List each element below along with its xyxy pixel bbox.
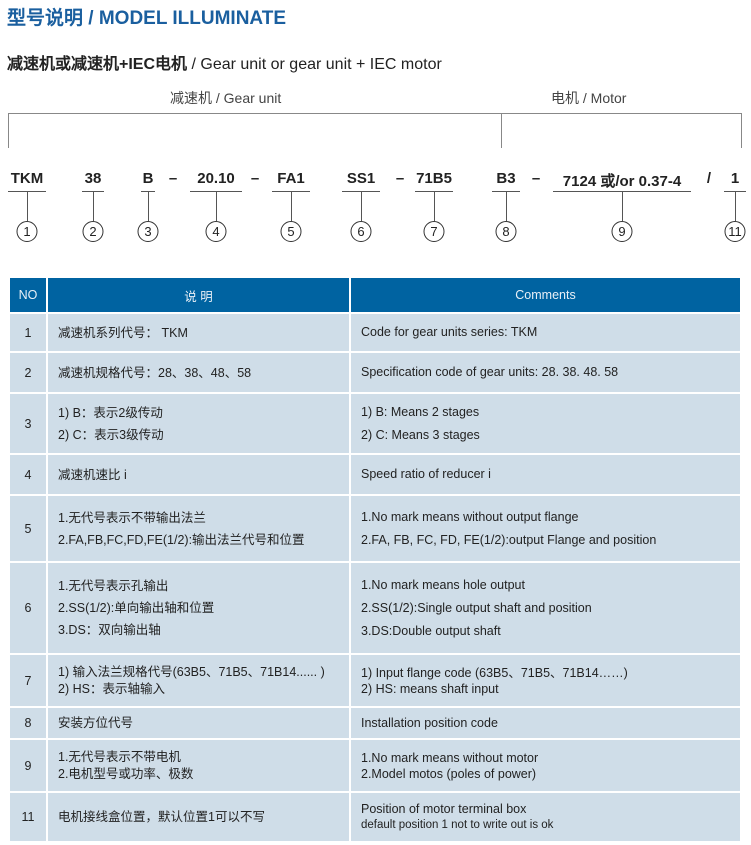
description-cn: 减速机速比 i xyxy=(46,453,351,496)
table-row: 11 电机接线盒位置，默认位置1可以不写 Position of motor ter… xyxy=(8,791,742,843)
page-title: 型号说明 / MODEL ILLUMINATE xyxy=(7,8,287,29)
comment-en: 1) Input flange code (63B5、71B5、71B14……)… xyxy=(349,653,742,708)
group-motor-label: 电机 / Motor xyxy=(551,90,627,106)
leader-line xyxy=(622,191,623,221)
table-row: 9 1.无代号表示不带电机 2.电机型号或功率、极数 1.No mark means … xyxy=(8,738,742,793)
circled-number: 7 xyxy=(423,221,445,242)
leader-line xyxy=(735,191,736,221)
code-segment: TKM xyxy=(10,170,44,187)
description-cn: 1) 输入法兰规格代号(63B5、71B5、71B14...... ) 2) HS… xyxy=(46,653,351,708)
comment-en: 1.No mark means without motor 2.Model mot… xyxy=(349,738,742,793)
description-cn: 1) B：表示2级传动 2) C：表示3级传动 xyxy=(46,392,351,455)
circled-number: 3 xyxy=(137,221,159,242)
comment-en: 1.No mark means hole output 2.SS(1/2):Sin… xyxy=(349,561,742,655)
bracket-line xyxy=(741,113,742,148)
subtitle: 减速机或减速机+IEC电机 / Gear unit or gear unit +… xyxy=(7,50,442,74)
table-row: 1 减速机系列代号： TKM Code for gear units series:… xyxy=(8,312,742,353)
comment-en: Code for gear units series: TKM xyxy=(349,312,742,353)
row-number: 1 xyxy=(8,312,48,353)
table-row: 8 安装方位代号 Installation position code xyxy=(8,706,742,740)
row-number: 5 xyxy=(8,494,48,563)
separator: – xyxy=(250,170,260,187)
comment-en: Position of motor terminal box default po… xyxy=(349,791,742,843)
code-segment: 7124 或/or 0.37-4 xyxy=(562,173,682,190)
description-cn: 1.无代号表示孔输出 2.SS(1/2):单向输出轴和位置 3.DS：双向输出轴 xyxy=(46,561,351,655)
code-segment: 38 xyxy=(84,170,102,187)
table-row: 6 1.无代号表示孔输出 2.SS(1/2):单向输出轴和位置 3.DS：双向输出轴 1… xyxy=(8,561,742,655)
circled-number: 4 xyxy=(205,221,227,242)
row-number: 7 xyxy=(8,653,48,708)
code-segment: 1 xyxy=(730,170,740,187)
description-cn: 电机接线盒位置，默认位置1可以不写 xyxy=(46,791,351,843)
leader-line xyxy=(291,191,292,221)
leader-line xyxy=(148,191,149,221)
separator: – xyxy=(531,170,541,187)
leader-line xyxy=(506,191,507,221)
code-segment: 20.10 xyxy=(197,170,235,187)
header-no: NO xyxy=(8,276,48,314)
bracket-line xyxy=(8,113,741,114)
description-cn: 安装方位代号 xyxy=(46,706,351,740)
row-number: 8 xyxy=(8,706,48,740)
row-number: 3 xyxy=(8,392,48,455)
group-gear-label: 减速机 / Gear unit xyxy=(170,90,282,106)
subtitle-cn: 减速机或减速机+IEC电机 xyxy=(7,56,188,73)
model-table: NO 说 明 Comments 1 减速机系列代号： TKM Code for ge… xyxy=(8,276,742,843)
table-row: 3 1) B：表示2级传动 2) C：表示3级传动 1) B: Means 2 sta… xyxy=(8,392,742,455)
description-cn: 1.无代号表示不带电机 2.电机型号或功率、极数 xyxy=(46,738,351,793)
code-segment: B xyxy=(142,170,154,187)
separator: – xyxy=(395,170,405,187)
header-description: 说 明 xyxy=(46,276,351,314)
leader-line xyxy=(361,191,362,221)
table-row: 2 减速机规格代号：28、38、48、58 Specification code o… xyxy=(8,351,742,394)
row-number: 9 xyxy=(8,738,48,793)
leader-line xyxy=(93,191,94,221)
comment-en: Specification code of gear units: 28. 38… xyxy=(349,351,742,394)
header-comments: Comments xyxy=(349,276,742,314)
table-row: 7 1) 输入法兰规格代号(63B5、71B5、71B14...... ) 2) H… xyxy=(8,653,742,708)
circled-number: 1 xyxy=(16,221,38,242)
bracket-line xyxy=(8,113,9,148)
code-segment: SS1 xyxy=(346,170,376,187)
separator: – xyxy=(168,170,178,187)
comment-en: 1.No mark means without output flange 2.F… xyxy=(349,494,742,563)
table-row: 5 1.无代号表示不带输出法兰 2.FA,FB,FC,FD,FE(1/2):输出法兰… xyxy=(8,494,742,563)
comment-en: 1) B: Means 2 stages 2) C: Means 3 stages xyxy=(349,392,742,455)
code-segment: 71B5 xyxy=(416,170,452,187)
circled-number: 6 xyxy=(350,221,372,242)
description-cn: 减速机系列代号： TKM xyxy=(46,312,351,353)
circled-number: 9 xyxy=(611,221,633,242)
row-number: 2 xyxy=(8,351,48,394)
circled-number: 11 xyxy=(724,221,746,242)
circled-number: 8 xyxy=(495,221,517,242)
circled-number: 2 xyxy=(82,221,104,242)
circled-number: 5 xyxy=(280,221,302,242)
description-cn: 1.无代号表示不带输出法兰 2.FA,FB,FC,FD,FE(1/2):输出法兰代… xyxy=(46,494,351,563)
separator: / xyxy=(706,170,712,187)
leader-line xyxy=(434,191,435,221)
row-number: 11 xyxy=(8,791,48,843)
table-row: 4 减速机速比 i Speed ratio of reducer i xyxy=(8,453,742,496)
code-segment: FA1 xyxy=(277,170,305,187)
code-segment: B3 xyxy=(496,170,516,187)
bracket-line xyxy=(501,113,502,148)
row-number: 4 xyxy=(8,453,48,496)
subtitle-en: / Gear unit or gear unit + IEC motor xyxy=(187,56,442,73)
leader-line xyxy=(27,191,28,221)
leader-line xyxy=(216,191,217,221)
row-number: 6 xyxy=(8,561,48,655)
description-cn: 减速机规格代号：28、38、48、58 xyxy=(46,351,351,394)
comment-en: Installation position code xyxy=(349,706,742,740)
comment-en: Speed ratio of reducer i xyxy=(349,453,742,496)
